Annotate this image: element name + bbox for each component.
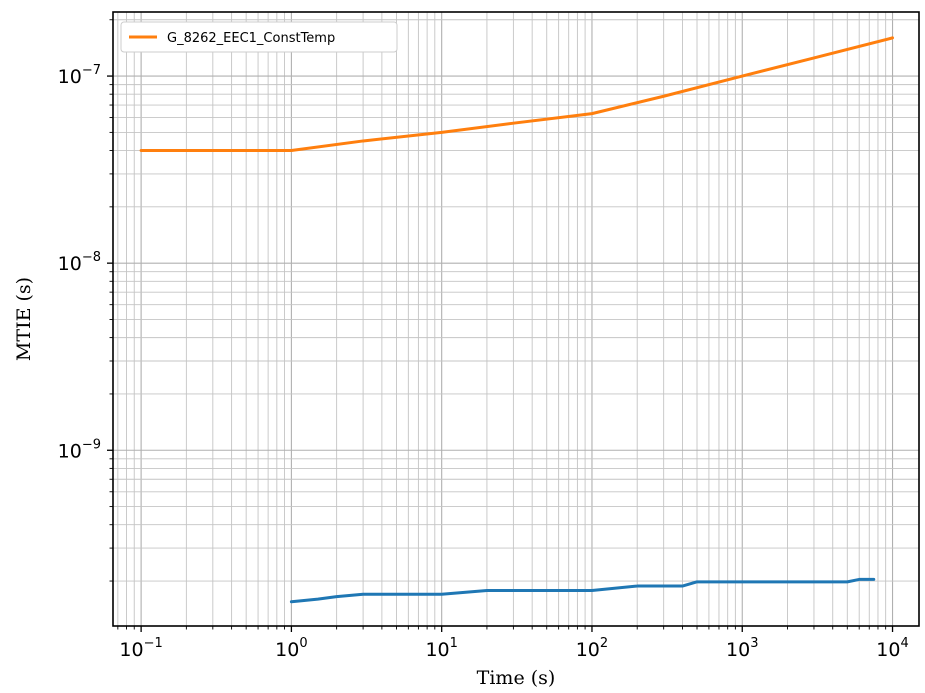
y-tick-labels: 10−9 10−8 10−7 <box>58 63 101 462</box>
y-axis-label: MTIE (s) <box>13 277 35 361</box>
y-tick-label: 10−9 <box>58 437 101 462</box>
axis-ticks <box>107 19 894 632</box>
y-tick-label: 10−8 <box>58 250 101 275</box>
series-line-2 <box>289 577 876 604</box>
grid <box>113 12 919 626</box>
x-tick-label: 101 <box>425 636 457 661</box>
x-tick-label: 100 <box>275 636 307 661</box>
series-layer <box>139 36 895 604</box>
x-tick-label: 10−1 <box>119 636 162 661</box>
x-tick-label: 102 <box>576 636 608 661</box>
plot-frame <box>112 11 920 627</box>
x-tick-label: 103 <box>726 636 758 661</box>
y-tick-label: 10−7 <box>58 63 101 88</box>
legend: G_8262_EEC1_ConstTemp <box>120 21 398 53</box>
series-line-1 <box>139 36 895 153</box>
x-tick-labels: 10−1 100 101 102 103 104 <box>119 636 908 661</box>
legend-box <box>120 21 398 53</box>
x-axis-label: Time (s) <box>477 667 556 689</box>
x-tick-label: 104 <box>876 636 908 661</box>
legend-label: G_8262_EEC1_ConstTemp <box>167 31 335 46</box>
